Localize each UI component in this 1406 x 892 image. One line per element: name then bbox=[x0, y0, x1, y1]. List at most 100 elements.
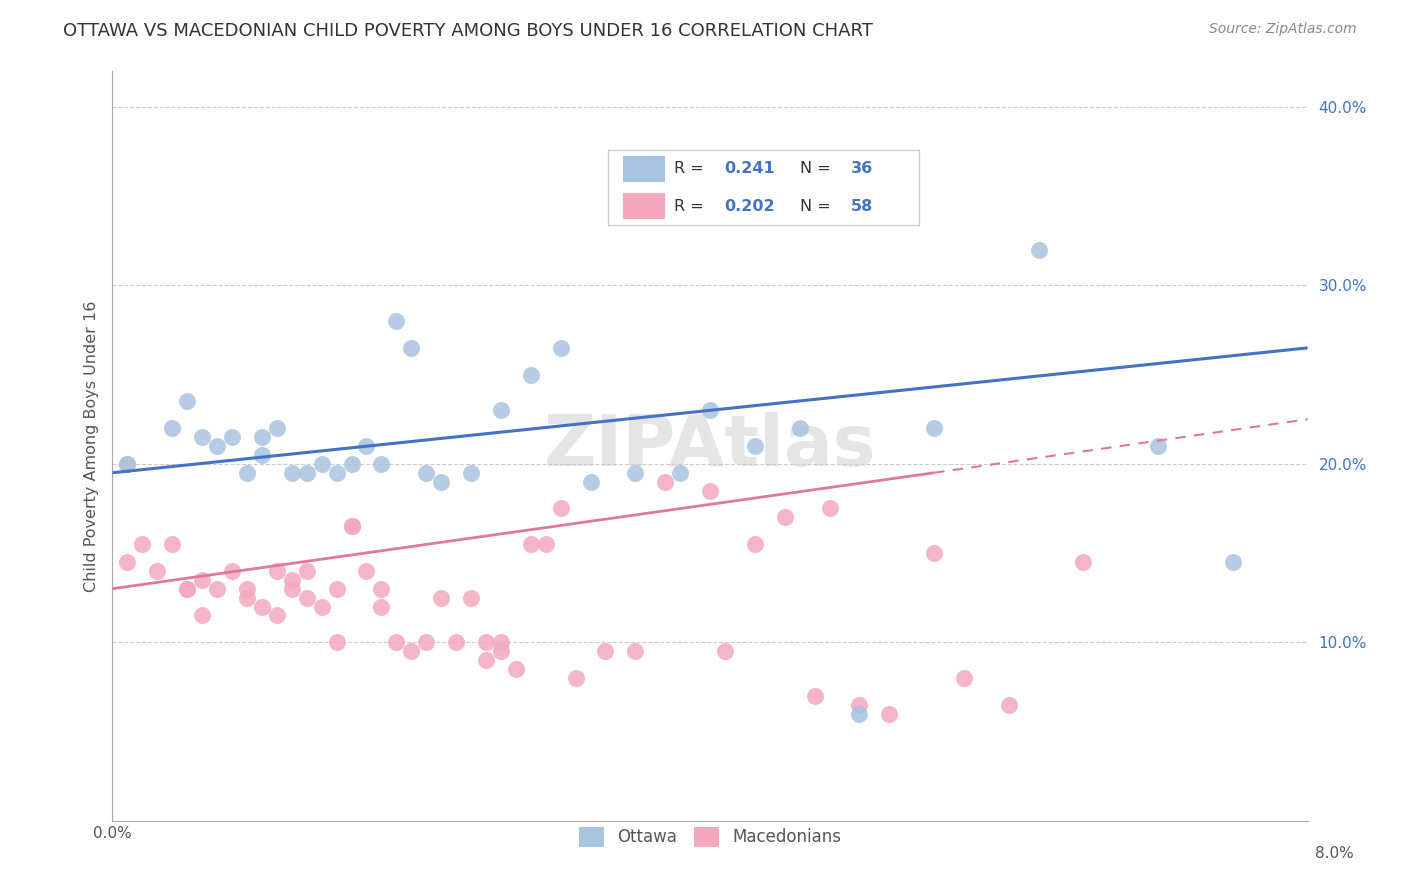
Point bbox=[191, 573, 214, 587]
Point bbox=[520, 368, 543, 382]
Point bbox=[356, 564, 378, 578]
Point bbox=[953, 671, 976, 685]
Text: 8.0%: 8.0% bbox=[1315, 846, 1353, 861]
Text: 0.202: 0.202 bbox=[724, 199, 775, 214]
Point bbox=[250, 448, 273, 462]
Text: N =: N = bbox=[800, 199, 835, 214]
Point bbox=[415, 635, 437, 649]
Point bbox=[1073, 555, 1095, 569]
Point bbox=[1028, 243, 1050, 257]
Point bbox=[295, 591, 318, 605]
Point bbox=[250, 430, 273, 444]
Point bbox=[281, 582, 304, 596]
Point bbox=[162, 537, 183, 551]
Point bbox=[595, 644, 617, 658]
Point bbox=[489, 403, 512, 417]
Point bbox=[460, 466, 482, 480]
Point bbox=[221, 564, 243, 578]
Point bbox=[295, 466, 318, 480]
Text: R =: R = bbox=[675, 199, 709, 214]
Point bbox=[624, 466, 647, 480]
Point bbox=[295, 564, 318, 578]
Point bbox=[848, 706, 870, 721]
Point bbox=[176, 394, 198, 409]
Point bbox=[117, 457, 139, 471]
Point bbox=[266, 564, 288, 578]
Point bbox=[415, 466, 437, 480]
Point bbox=[654, 475, 676, 489]
Point bbox=[669, 466, 692, 480]
Point bbox=[117, 457, 139, 471]
Point bbox=[340, 519, 363, 533]
Point bbox=[401, 341, 423, 355]
Point bbox=[505, 662, 527, 676]
Point bbox=[922, 421, 945, 435]
Point bbox=[117, 555, 139, 569]
Point bbox=[205, 439, 228, 453]
Point bbox=[550, 341, 572, 355]
Text: 0.241: 0.241 bbox=[724, 161, 775, 177]
Point bbox=[803, 689, 825, 703]
Point bbox=[430, 591, 453, 605]
Text: R =: R = bbox=[675, 161, 709, 177]
Point bbox=[370, 457, 392, 471]
Point bbox=[191, 608, 214, 623]
Point bbox=[325, 466, 347, 480]
Point bbox=[460, 591, 482, 605]
Point bbox=[176, 582, 198, 596]
Point bbox=[370, 599, 392, 614]
Point bbox=[325, 635, 347, 649]
Text: Source: ZipAtlas.com: Source: ZipAtlas.com bbox=[1209, 22, 1357, 37]
Point bbox=[250, 599, 273, 614]
Text: N =: N = bbox=[800, 161, 835, 177]
Point bbox=[998, 698, 1021, 712]
FancyBboxPatch shape bbox=[623, 155, 665, 182]
Point bbox=[699, 483, 721, 498]
Point bbox=[444, 635, 467, 649]
Point bbox=[818, 501, 841, 516]
Text: 58: 58 bbox=[851, 199, 873, 214]
Point bbox=[848, 698, 870, 712]
Point bbox=[266, 421, 288, 435]
Point bbox=[131, 537, 153, 551]
Point bbox=[340, 457, 363, 471]
Point bbox=[624, 644, 647, 658]
Y-axis label: Child Poverty Among Boys Under 16: Child Poverty Among Boys Under 16 bbox=[83, 301, 98, 591]
Point bbox=[430, 475, 453, 489]
Point bbox=[385, 635, 408, 649]
Point bbox=[401, 644, 423, 658]
Point bbox=[922, 546, 945, 560]
Point bbox=[1222, 555, 1244, 569]
Point bbox=[325, 582, 347, 596]
Point bbox=[191, 430, 214, 444]
Point bbox=[370, 582, 392, 596]
Point bbox=[281, 573, 304, 587]
Point bbox=[311, 457, 333, 471]
Point bbox=[475, 653, 498, 667]
Point bbox=[877, 706, 901, 721]
Point bbox=[311, 599, 333, 614]
Point bbox=[281, 466, 304, 480]
Point bbox=[489, 644, 512, 658]
Point bbox=[789, 421, 811, 435]
Point bbox=[744, 439, 766, 453]
Point bbox=[714, 644, 737, 658]
Point bbox=[579, 475, 602, 489]
FancyBboxPatch shape bbox=[623, 193, 665, 219]
Point bbox=[236, 582, 259, 596]
Point bbox=[744, 537, 766, 551]
Text: 36: 36 bbox=[851, 161, 873, 177]
Point bbox=[221, 430, 243, 444]
Point bbox=[475, 635, 498, 649]
Point bbox=[162, 421, 183, 435]
Point bbox=[266, 608, 288, 623]
Point bbox=[520, 537, 543, 551]
Point bbox=[773, 510, 796, 524]
Point bbox=[356, 439, 378, 453]
Point bbox=[146, 564, 169, 578]
Point bbox=[699, 403, 721, 417]
Point bbox=[1147, 439, 1170, 453]
FancyBboxPatch shape bbox=[609, 150, 920, 225]
Point bbox=[340, 519, 363, 533]
Point bbox=[489, 635, 512, 649]
